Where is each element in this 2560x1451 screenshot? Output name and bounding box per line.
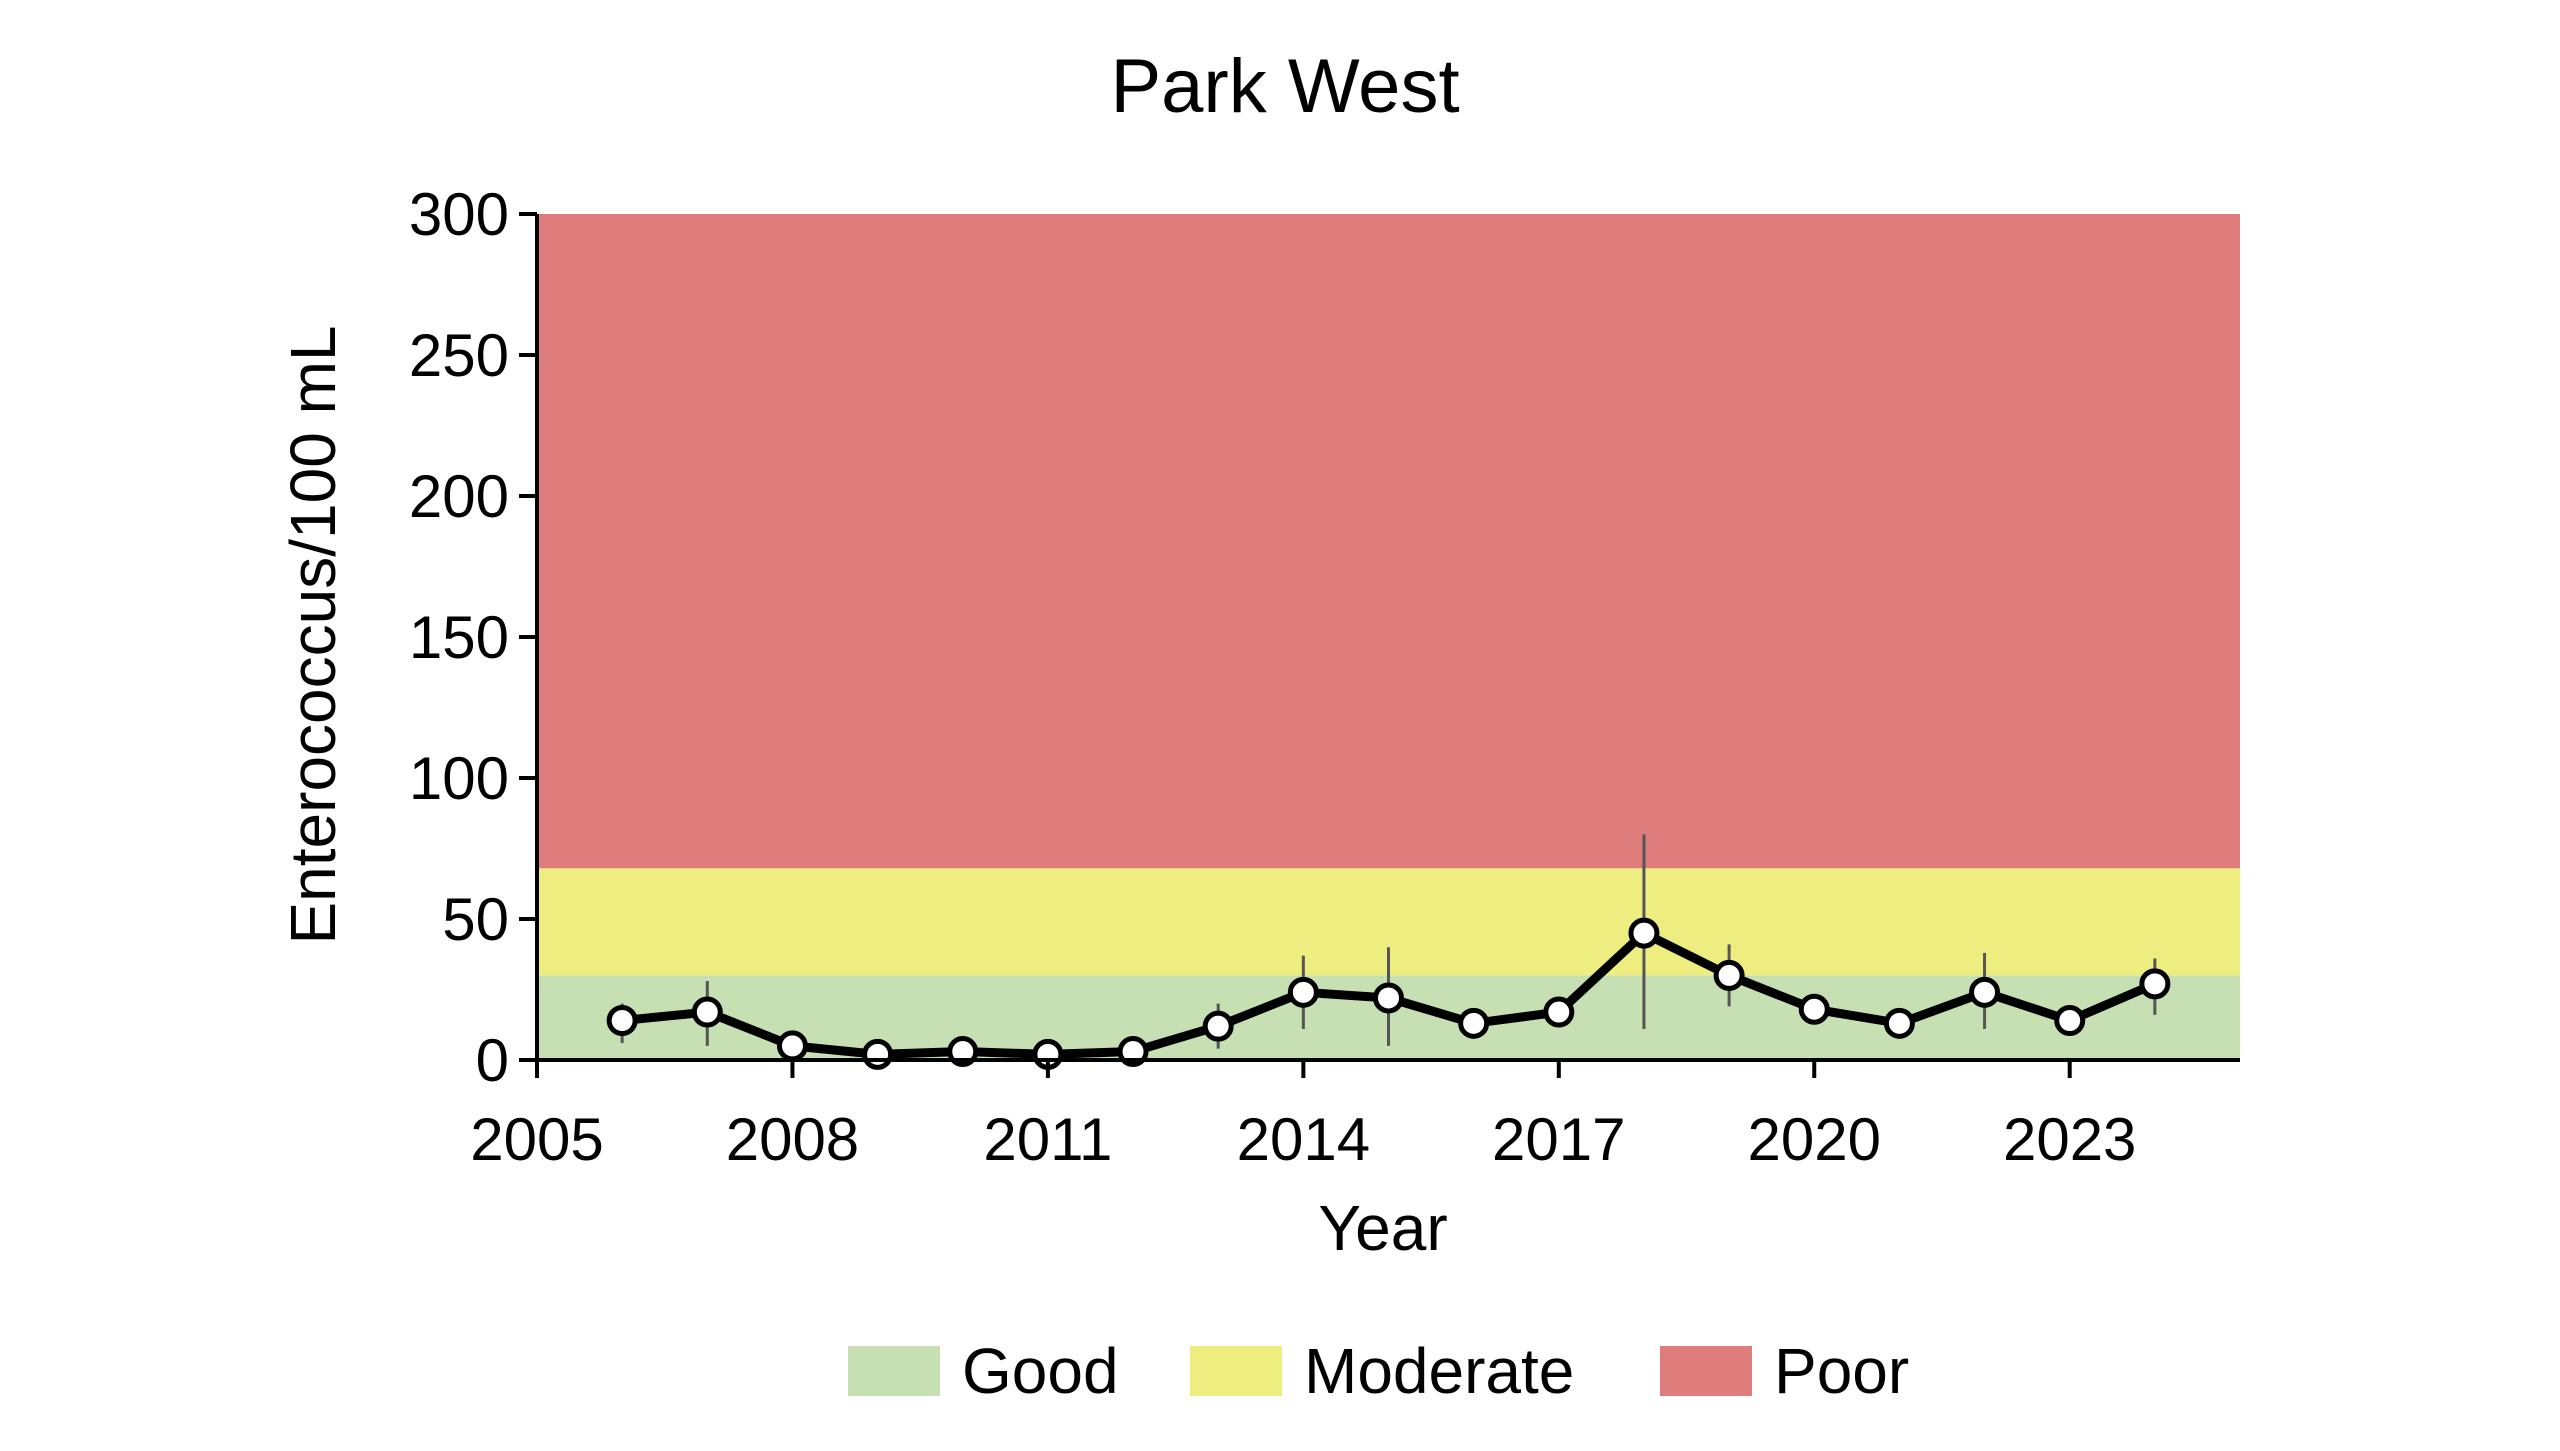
y-tick-label: 150 [409, 604, 509, 671]
legend: Good Moderate Poor [848, 1335, 1909, 1407]
data-point [1287, 976, 1319, 1008]
y-tick-label: 250 [409, 322, 509, 389]
data-point [1373, 982, 1404, 1014]
x-tick-labels: 2005 2008 2011 2014 2017 2020 2023 [470, 1106, 2136, 1173]
x-tick-label: 2008 [726, 1106, 859, 1173]
data-point [1543, 996, 1575, 1028]
y-tick-label: 300 [409, 181, 509, 248]
data-point [776, 1030, 808, 1062]
x-axis-label: Year [1318, 1192, 1447, 1264]
legend-item-good: Good [848, 1335, 1119, 1407]
y-tick-label: 200 [409, 463, 509, 530]
y-tick-labels: 0 50 100 150 200 250 300 [409, 181, 509, 1094]
data-point [1713, 959, 1745, 991]
band-poor [537, 214, 2240, 869]
data-markers [606, 917, 2171, 1070]
chart-title: Park West [1110, 44, 1459, 129]
data-point [862, 1038, 894, 1070]
data-point [1202, 1010, 1234, 1042]
x-tick-label: 2011 [983, 1106, 1112, 1173]
legend-label: Good [962, 1335, 1119, 1407]
y-tick-label: 0 [476, 1027, 509, 1094]
data-point [2054, 1005, 2086, 1037]
legend-label: Poor [1774, 1335, 1909, 1407]
legend-swatch [1190, 1346, 1282, 1396]
data-point [2139, 968, 2171, 1000]
quality-bands [537, 214, 2240, 1060]
x-tick-label: 2020 [1748, 1106, 1881, 1173]
x-tick-label: 2017 [1492, 1106, 1625, 1173]
data-point [606, 1005, 638, 1037]
legend-item-moderate: Moderate [1190, 1335, 1574, 1407]
legend-label: Moderate [1304, 1335, 1574, 1407]
y-tick-label: 100 [409, 745, 509, 812]
legend-item-poor: Poor [1660, 1335, 1909, 1407]
data-point [1883, 1007, 1915, 1039]
axes [519, 212, 2240, 1078]
y-axis-label: Enterococcus/100 mL [277, 326, 349, 945]
x-tick-label: 2005 [470, 1106, 603, 1173]
data-point [691, 996, 723, 1028]
y-tick-label: 50 [442, 886, 509, 953]
data-point [1458, 1007, 1490, 1039]
x-tick-label: 2014 [1237, 1106, 1370, 1173]
x-tick-label: 2023 [2003, 1106, 2136, 1173]
legend-swatch [1660, 1346, 1752, 1396]
legend-swatch [848, 1346, 940, 1396]
data-point [1798, 993, 1830, 1025]
data-point [1628, 917, 1660, 949]
data-point [1969, 976, 2001, 1008]
